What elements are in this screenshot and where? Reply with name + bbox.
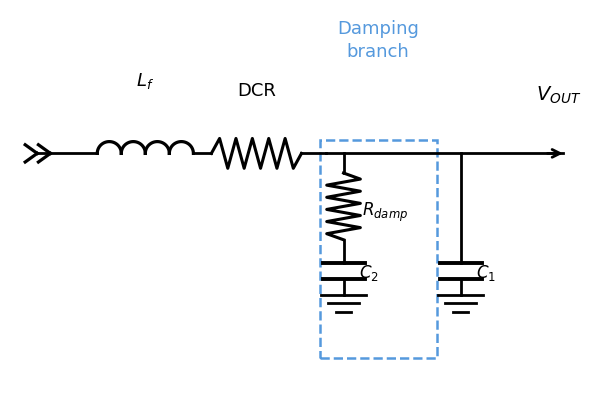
Text: $L_f$: $L_f$ [136,71,154,91]
Text: $C_2$: $C_2$ [359,263,378,283]
Text: Damping
branch: Damping branch [337,20,419,61]
Bar [320,140,437,358]
Text: $R_{damp}$: $R_{damp}$ [362,200,408,224]
Text: DCR: DCR [237,82,276,100]
Text: $V_{OUT}$: $V_{OUT}$ [535,85,581,106]
Text: $C_1$: $C_1$ [476,263,496,283]
